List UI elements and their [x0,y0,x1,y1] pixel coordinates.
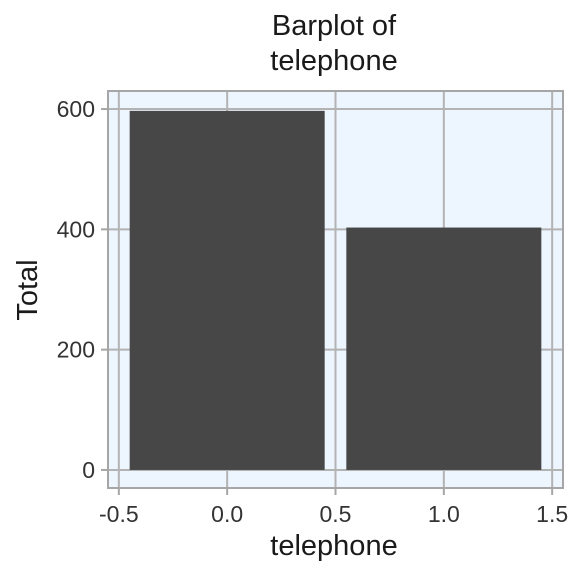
x-tick-label-3: 1.0 [428,501,460,527]
x-tick-label-2: 0.5 [320,501,352,527]
x-tick-label-1: 0.0 [211,501,243,527]
x-axis-title: telephone [270,530,397,562]
y-axis-ticks: 0 200 400 600 [57,96,108,483]
y-tick-label-3: 600 [57,96,95,122]
bar-0 [130,111,325,470]
y-tick-label-2: 400 [57,216,95,242]
x-axis-ticks: -0.5 0.0 0.5 1.0 1.5 [99,488,568,527]
x-tick-label-0: -0.5 [99,501,139,527]
bar-1 [346,228,541,470]
y-tick-label-0: 0 [82,457,95,483]
chart-title-line-1: Barplot of [272,10,397,42]
x-tick-label-4: 1.5 [536,501,568,527]
y-axis-title: Total [12,259,44,320]
chart-title-line-2: telephone [270,45,397,77]
y-tick-label-1: 200 [57,337,95,363]
chart-title: Barplot of telephone [270,10,397,77]
